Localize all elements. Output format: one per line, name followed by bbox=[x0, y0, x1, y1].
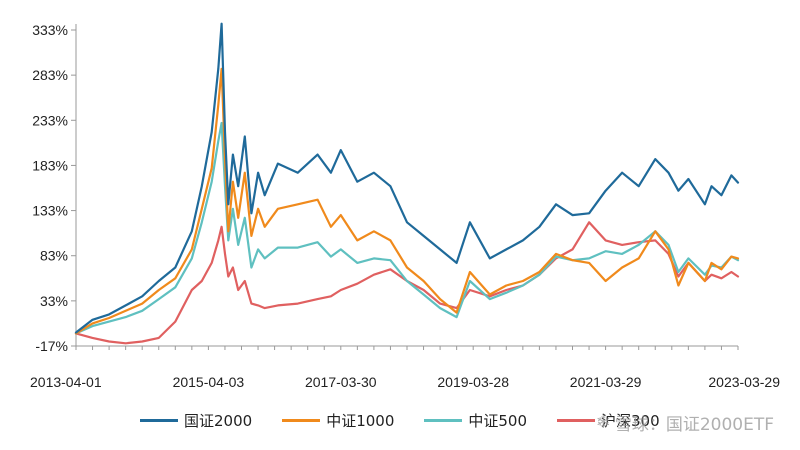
y-tick-label: 33% bbox=[40, 293, 68, 309]
legend-item-zhongzheng500[interactable]: 中证500 bbox=[424, 410, 527, 431]
x-tick-label: 2013-04-01 bbox=[30, 374, 102, 390]
series-line-3 bbox=[74, 221, 740, 345]
x-tick-label: 2015-04-03 bbox=[173, 374, 245, 390]
x-tick-label: 2023-03-29 bbox=[708, 374, 780, 390]
legend-swatch bbox=[557, 419, 596, 422]
watermark-text: 雪球：国证2000ETF bbox=[614, 415, 774, 435]
x-tick-label: 2017-03-30 bbox=[305, 374, 377, 390]
snowball-icon: ❄ bbox=[595, 412, 611, 433]
legend-swatch bbox=[424, 419, 463, 422]
x-tick-label: 2019-03-28 bbox=[437, 374, 509, 390]
y-tick-label: 83% bbox=[40, 248, 68, 264]
y-axis: -17% 33% 83% 133% 183% 233% 283% 333% bbox=[32, 22, 77, 354]
y-tick-label: 133% bbox=[32, 203, 68, 219]
y-tick-label: 183% bbox=[32, 157, 68, 173]
legend-swatch bbox=[140, 419, 178, 422]
legend: 国证2000 中证1000 中证500 沪深300 bbox=[140, 410, 660, 431]
series-line-2 bbox=[74, 121, 740, 335]
series-lines bbox=[74, 22, 740, 345]
legend-item-zhongzheng1000[interactable]: 中证1000 bbox=[282, 410, 394, 431]
legend-item-hushen300[interactable]: 沪深300 bbox=[557, 410, 660, 431]
y-tick-label: 333% bbox=[32, 22, 68, 38]
series-line-1 bbox=[74, 67, 740, 335]
watermark: ❄ 雪球：国证2000ETF bbox=[596, 410, 774, 435]
series-line-0 bbox=[74, 22, 740, 334]
legend-label: 国证2000 bbox=[184, 412, 253, 430]
legend-item-guozheng2000[interactable]: 国证2000 bbox=[140, 410, 252, 431]
legend-label: 中证1000 bbox=[326, 412, 395, 430]
x-axis: 2013-04-01 2015-04-03 2017-03-30 2019-03-28… bbox=[30, 345, 780, 390]
x-tick-label: 2021-03-29 bbox=[570, 374, 642, 390]
legend-label: 中证500 bbox=[468, 412, 528, 430]
y-tick-label: -17% bbox=[35, 338, 68, 354]
y-tick-label: 233% bbox=[32, 112, 68, 128]
legend-swatch bbox=[282, 419, 321, 422]
y-tick-label: 283% bbox=[32, 67, 68, 83]
legend-label: 沪深300 bbox=[601, 412, 660, 430]
